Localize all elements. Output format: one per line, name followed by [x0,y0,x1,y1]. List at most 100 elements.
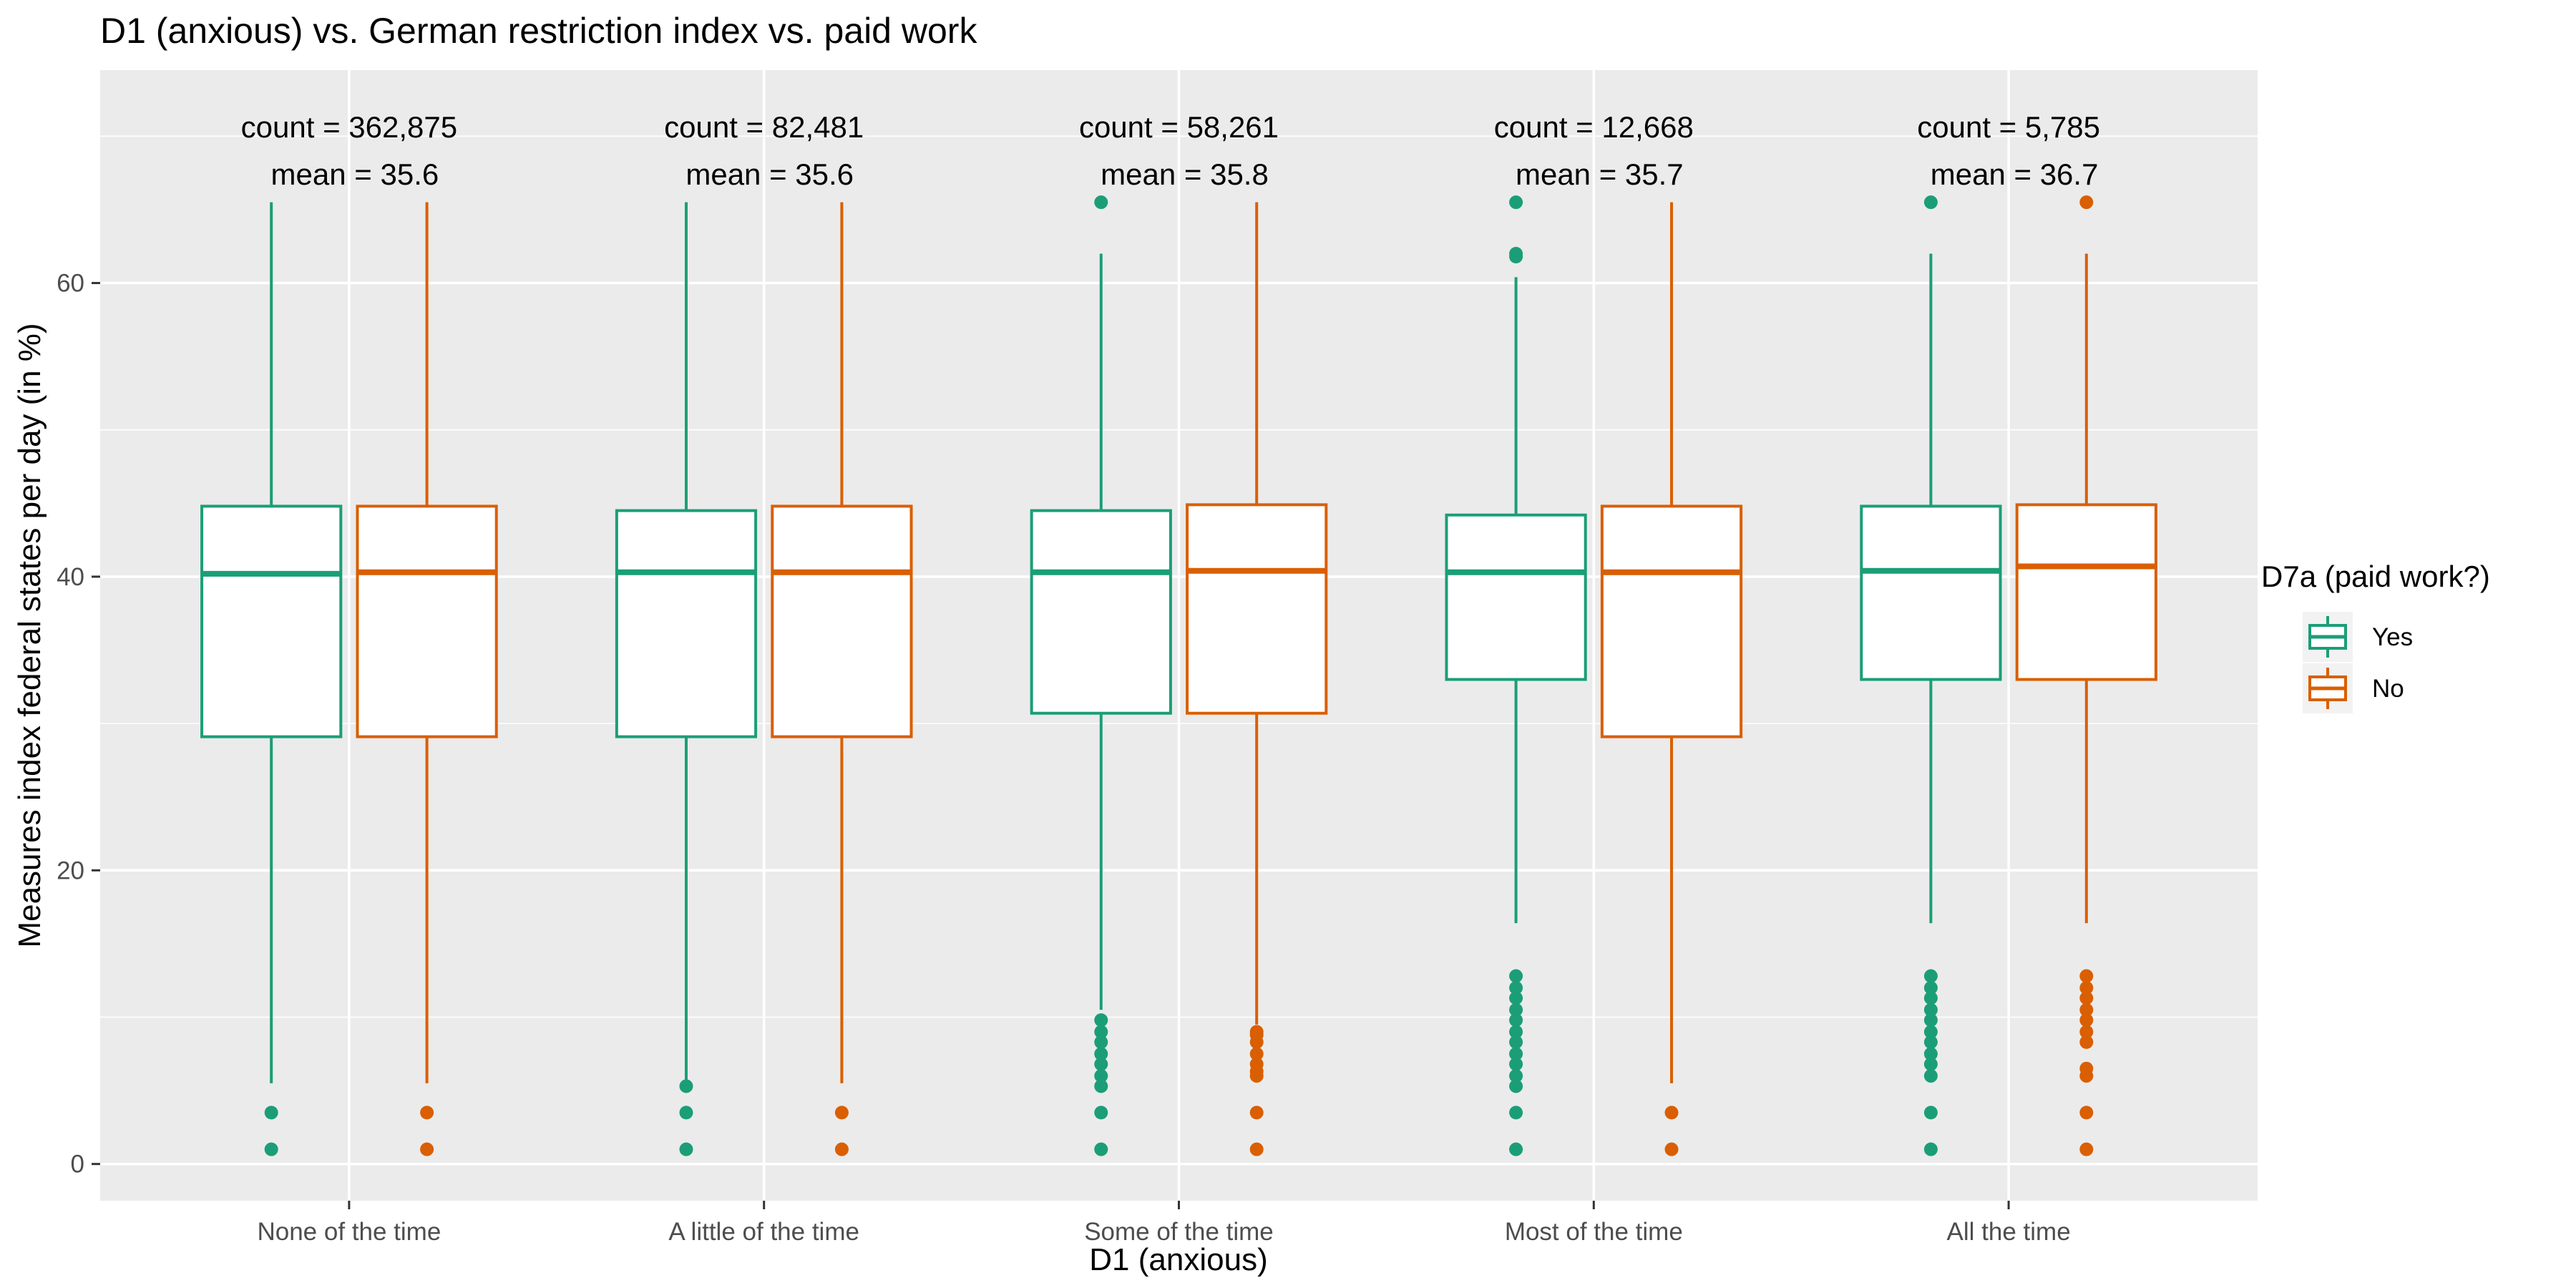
box-iqr [615,509,758,738]
mean-label: mean = 35.6 [271,157,439,191]
outlier-point [2079,195,2094,210]
y-tick-label: 60 [57,270,84,298]
box-yes-3 [1030,195,1172,1156]
outlier-point [1094,1057,1108,1071]
outlier-point [264,1142,278,1156]
outlier-point [2079,1013,2094,1028]
outlier-point [1664,1142,1679,1156]
outlier-point [1664,1106,1679,1120]
outlier-point [1923,1035,1938,1049]
box-iqr [1600,504,1743,738]
y-tick-label: 0 [71,1151,84,1179]
outlier-point [1923,1025,1938,1039]
box-iqr [356,504,498,738]
outlier-point [1249,1047,1264,1061]
legend: D7a (paid work?) Yes No [2261,560,2490,713]
outlier-point [1249,1142,1264,1156]
outlier-point [1509,1025,1523,1039]
outlier-point [1923,1013,1938,1028]
outlier-point [2079,1142,2094,1156]
outlier-point [1923,991,1938,1005]
outlier-point [1923,1057,1938,1071]
outlier-point [1509,1142,1523,1156]
outlier-point [1094,195,1108,210]
box-no-5 [2015,195,2157,1156]
box-iqr [2015,503,2157,681]
legend-entry-no: No [2303,663,2404,713]
outlier-point [1249,1106,1264,1120]
outlier-point [1509,1079,1523,1093]
legend-label: No [2372,675,2404,703]
outlier-point [834,1106,849,1120]
outlier-point [1923,969,1938,983]
outlier-point [420,1142,434,1156]
outlier-point [1249,1025,1264,1039]
mean-label: mean = 35.6 [686,157,854,191]
x-tick-label: Most of the time [1505,1218,1683,1246]
outlier-point [2079,1035,2094,1049]
box-layer [200,195,2157,1156]
y-tick-label: 20 [57,857,84,884]
x-tick-label: All the time [1947,1218,2071,1246]
axis-layer: 0 20 40 60 None of the time A little of the t… [57,270,2071,1246]
outlier-point [1509,980,1523,995]
legend-label: Yes [2372,623,2413,651]
x-tick-label: Some of the time [1084,1218,1274,1246]
outlier-point [1923,1142,1938,1156]
box-iqr [1030,509,1172,715]
outlier-point [1923,1002,1938,1017]
box-yes-1 [200,202,343,1156]
y-tick-label: 40 [57,563,84,591]
outlier-point [679,1106,693,1120]
outlier-point [1094,1025,1108,1039]
outlier-point [679,1079,693,1093]
box-no-2 [771,202,913,1156]
outlier-point [1094,1142,1108,1156]
outlier-point [679,1142,693,1156]
outlier-point [1509,1002,1523,1017]
x-tick-label: A little of the time [668,1218,859,1246]
x-axis-title: D1 (anxious) [1089,1242,1267,1277]
outlier-point [1094,1106,1108,1120]
outlier-point [1509,246,1523,260]
outlier-point [1094,1079,1108,1093]
outlier-point [1509,1106,1523,1120]
legend-entries: Yes No [2303,612,2413,713]
box-yes-5 [1860,195,2002,1156]
outlier-point [1509,1013,1523,1028]
annotation-layer: count = 362,875 mean = 35.6 count = 82,481… [241,110,2100,191]
outlier-point [1509,1069,1523,1083]
outlier-point [1509,991,1523,1005]
outlier-point [2079,1025,2094,1039]
outlier-point [2079,1002,2094,1017]
outlier-point [1094,1035,1108,1049]
count-label: count = 58,261 [1079,110,1279,144]
box-no-3 [1186,202,1328,1156]
legend-entry-yes: Yes [2303,612,2413,662]
outlier-point [1923,1069,1938,1083]
box-iqr [1445,513,1587,681]
chart-title: D1 (anxious) vs. German restriction inde… [100,11,977,51]
outlier-point [1923,195,1938,210]
box-iqr [200,504,343,738]
outlier-point [1094,1069,1108,1083]
y-axis-title: Measures index federal states per day (i… [12,323,47,947]
outlier-point [2079,1106,2094,1120]
mean-label: mean = 36.7 [1931,157,2099,191]
outlier-point [834,1142,849,1156]
x-tick-label: None of the time [257,1218,441,1246]
outlier-point [1249,1057,1264,1071]
outlier-point [2079,991,2094,1005]
outlier-point [1923,1106,1938,1120]
outlier-point [2079,969,2094,983]
outlier-point [1509,1035,1523,1049]
box-no-1 [356,202,498,1156]
count-label: count = 362,875 [241,110,457,144]
outlier-point [1094,1047,1108,1061]
outlier-point [1509,1057,1523,1071]
box-iqr [1186,503,1328,715]
count-label: count = 12,668 [1494,110,1694,144]
outlier-point [1509,195,1523,210]
count-label: count = 5,785 [1917,110,2100,144]
box-iqr [1860,504,2002,681]
